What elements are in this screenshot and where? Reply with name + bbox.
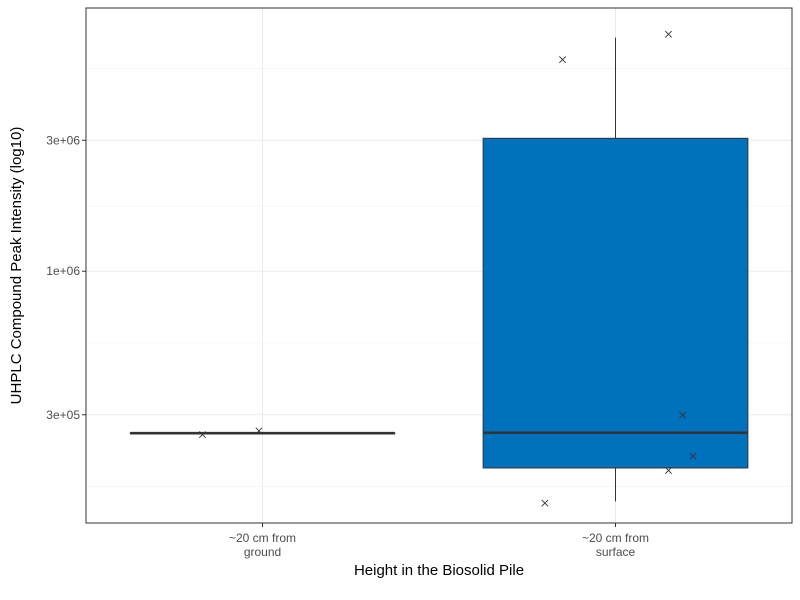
box-series xyxy=(129,37,749,502)
data-point xyxy=(664,466,672,474)
data-point-stroke xyxy=(664,30,672,38)
data-point-stroke xyxy=(679,411,687,419)
plot-panel-border xyxy=(85,7,793,524)
y-tick-label: 1e+06 xyxy=(46,264,80,278)
data-point-stroke xyxy=(664,466,672,474)
data-point xyxy=(255,427,263,435)
data-points xyxy=(198,30,697,507)
data-point xyxy=(679,411,687,419)
y-axis-title: UHPLC Compound Peak Intensity (log10) xyxy=(8,127,25,405)
box-iqr xyxy=(482,137,749,469)
data-point xyxy=(559,56,567,64)
data-point-stroke xyxy=(559,56,567,64)
data-point xyxy=(198,431,207,439)
x-tick-label-line: ~20 cm from xyxy=(229,531,296,545)
data-point xyxy=(541,499,549,507)
y-tick-label: 3e+05 xyxy=(46,408,80,422)
x-tick-label-line: ~20 cm from xyxy=(582,531,649,545)
data-point-stroke xyxy=(198,431,207,439)
y-tick-label: 3e+06 xyxy=(46,133,80,147)
data-point-stroke xyxy=(255,427,263,435)
data-point xyxy=(689,452,697,460)
x-tick-label: ~20 cm from surface xyxy=(582,531,649,559)
x-tick-label-line: ground xyxy=(244,545,281,559)
x-tick-label: ~20 cm from ground xyxy=(229,531,296,559)
x-axis-title: Height in the Biosolid Pile xyxy=(354,562,524,579)
data-point-stroke xyxy=(689,452,697,460)
data-point xyxy=(664,30,672,38)
x-tick-label-line: surface xyxy=(596,545,636,559)
data-point-stroke xyxy=(541,499,549,507)
